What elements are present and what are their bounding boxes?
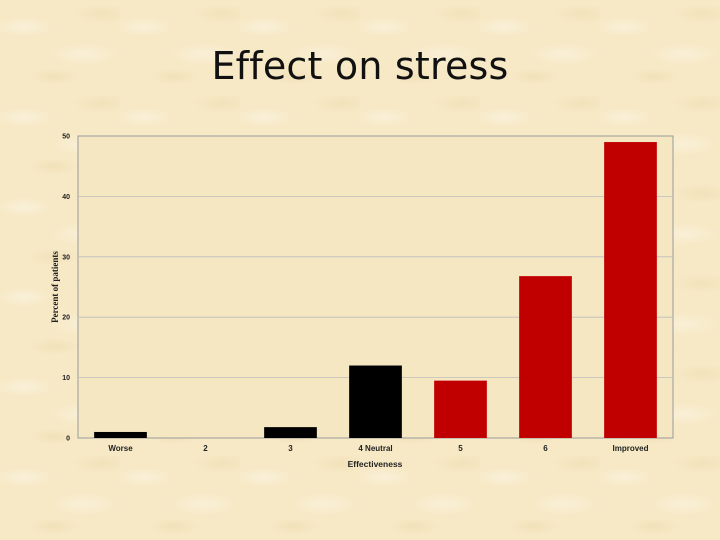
y-axis-label: Percent of patients xyxy=(50,251,60,323)
x-category-labels: Worse 2 3 4 Neutral 5 6 Improved xyxy=(108,444,648,453)
x-category-label: 5 xyxy=(458,444,463,453)
bar xyxy=(349,365,402,438)
bars xyxy=(94,142,657,439)
x-category-label: Improved xyxy=(612,444,648,453)
y-tick-label: 20 xyxy=(62,315,70,322)
y-tick-label: 30 xyxy=(62,254,70,261)
y-tick-label: 10 xyxy=(62,375,70,382)
bar xyxy=(434,380,487,438)
x-category-label: 3 xyxy=(288,444,293,453)
bar xyxy=(264,427,317,438)
bar xyxy=(94,431,147,438)
x-axis-label: Effectiveness xyxy=(348,459,403,469)
slide-title: Effect on stress xyxy=(211,44,509,88)
y-tick-label: 40 xyxy=(62,194,70,201)
y-tick-label: 50 xyxy=(62,134,70,141)
x-category-label: 6 xyxy=(543,444,548,453)
bar xyxy=(519,276,572,438)
x-category-label: 4 Neutral xyxy=(358,444,392,453)
bar xyxy=(604,142,657,439)
y-tick-label: 0 xyxy=(66,436,70,443)
y-tick-labels: 0 10 20 30 40 50 xyxy=(62,134,70,443)
x-category-label: Worse xyxy=(108,444,133,453)
x-category-label: 2 xyxy=(203,444,208,453)
